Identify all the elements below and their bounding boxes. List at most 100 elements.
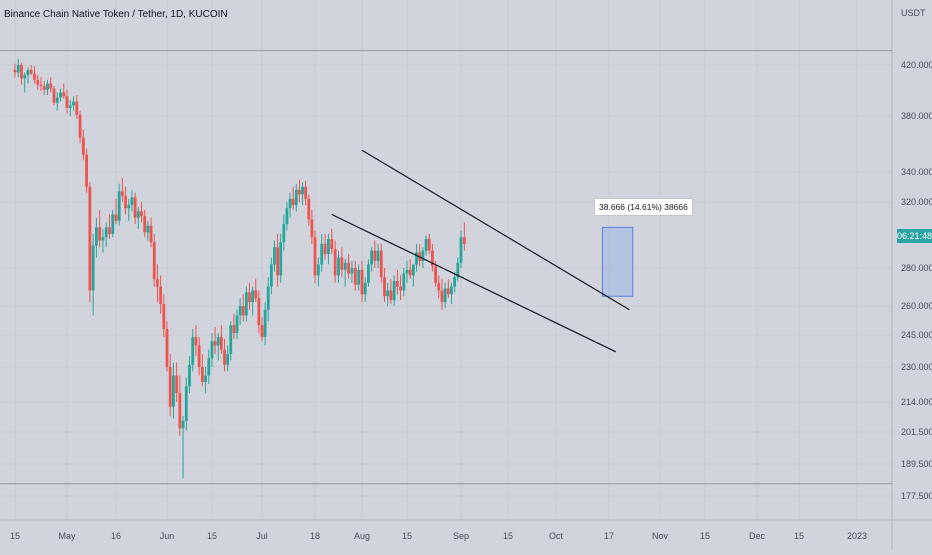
candle-body (343, 262, 347, 270)
candle-body (269, 264, 273, 287)
candle-body (263, 309, 267, 338)
candle-body (251, 290, 255, 303)
x-tick-label: Dec (749, 531, 766, 541)
candle-body (204, 375, 207, 383)
candle-body (459, 237, 463, 263)
candle-body (376, 250, 380, 261)
candle-body (197, 345, 201, 367)
candle-body (347, 262, 350, 274)
candle-body (181, 420, 185, 429)
candle-body (276, 247, 279, 276)
candle-body (111, 214, 115, 234)
x-tick-label: 17 (604, 531, 614, 541)
channel-upper-line (361, 149, 630, 311)
candle-body (462, 237, 466, 244)
candle-body (260, 325, 264, 338)
x-tick-label: 15 (10, 531, 20, 541)
candle-body (229, 325, 233, 354)
x-tick-label: 15 (207, 531, 217, 541)
x-tick-label: 15 (402, 531, 412, 541)
candle-body (78, 114, 82, 138)
candle-body (104, 227, 108, 238)
measure-box (601, 226, 634, 297)
candle-body (427, 238, 431, 251)
candle-body (291, 198, 295, 206)
candle-body (210, 341, 214, 359)
candle-body (16, 65, 20, 73)
candle-body (36, 79, 40, 85)
candle-body (450, 286, 453, 295)
candle-body (159, 286, 163, 305)
candle-body (165, 329, 169, 367)
y-tick-label: 230.000 (901, 362, 932, 372)
candle-body (42, 86, 46, 90)
candle-body (254, 290, 258, 299)
candle-body (49, 83, 53, 89)
candle-body (340, 257, 344, 270)
candle-body (91, 245, 95, 291)
candle-body (298, 189, 301, 195)
candle-body (383, 277, 386, 297)
candle-body (363, 282, 367, 295)
y-tick-label: 320.000 (901, 197, 932, 207)
candle-body (288, 198, 292, 209)
candle-body (294, 189, 298, 206)
candle-body (350, 268, 354, 274)
candle-body (424, 238, 428, 251)
candle-body (453, 277, 457, 287)
candle-body (68, 105, 72, 109)
x-tick-label: 16 (111, 531, 121, 541)
candle-body (98, 227, 102, 241)
candle-body (26, 69, 30, 75)
candle-body (379, 250, 383, 278)
candle-body (152, 242, 156, 280)
x-tick-label: 15 (794, 531, 804, 541)
candle-body (188, 364, 191, 387)
candle-body (149, 225, 153, 243)
candle-body (184, 386, 188, 421)
candle-body (386, 290, 390, 297)
x-tick-label: 15 (700, 531, 710, 541)
y-tick-label: 280.000 (901, 263, 932, 273)
candle-body (389, 290, 393, 301)
measure-label: 38.666 (14.61%) 38666 (594, 198, 693, 216)
x-tick-label: 15 (503, 531, 513, 541)
candle-body (415, 252, 418, 265)
candle-body (402, 273, 406, 291)
candle-body (143, 216, 147, 233)
channel-lower-line (331, 213, 617, 353)
candle-body (421, 250, 425, 261)
candle-body (273, 247, 276, 265)
candle-body (29, 69, 33, 74)
candle-body (127, 205, 131, 209)
candle-body (443, 288, 447, 303)
candle-body (304, 186, 308, 199)
price-unit-label: USDT (901, 8, 926, 18)
candle-body (46, 83, 49, 90)
y-tick-label: 245.000 (901, 330, 932, 340)
candle-body (65, 96, 69, 109)
candle-body (85, 154, 88, 187)
candle-body (120, 191, 124, 196)
candle-body (373, 250, 377, 261)
candle-body (108, 227, 111, 234)
x-tick-label: Jun (160, 531, 175, 541)
candle-body (52, 88, 56, 103)
candle-body (162, 304, 166, 330)
candle-body (282, 224, 286, 243)
candle-body (133, 197, 137, 218)
candle-body (232, 325, 236, 334)
chart-title: Binance Chain Native Token / Tether, 1D,… (4, 9, 228, 20)
last-price-tag: 06:21:48 (897, 229, 932, 243)
y-tick-label: 420.000 (901, 60, 932, 70)
candle-body (244, 292, 248, 316)
candle-body (72, 101, 75, 106)
candle-body (333, 248, 337, 276)
x-tick-label: Oct (549, 531, 564, 541)
candle-body (39, 84, 43, 87)
candle-body (395, 280, 399, 287)
candle-body (238, 306, 242, 316)
candle-body (337, 257, 340, 276)
